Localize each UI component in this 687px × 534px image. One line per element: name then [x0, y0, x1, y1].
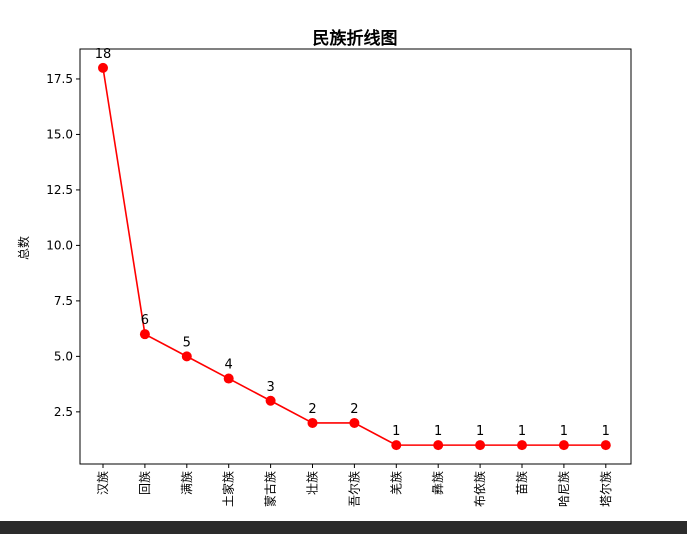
chart-title: 民族折线图: [313, 28, 398, 49]
data-label: 2: [350, 402, 358, 417]
data-point: [265, 395, 276, 406]
x-tick-label: 满族: [180, 471, 194, 495]
x-tick-label: 苗族: [515, 471, 529, 495]
data-point: [475, 440, 486, 451]
taskbar-strip: [0, 521, 687, 534]
data-label: 5: [183, 335, 191, 350]
y-tick-label: 12.5: [46, 183, 73, 197]
data-point: [433, 440, 444, 451]
data-point: [223, 373, 234, 384]
data-label: 1: [434, 424, 442, 439]
data-label: 1: [476, 424, 484, 439]
data-point: [600, 440, 611, 451]
data-point: [181, 351, 192, 362]
x-tick-label: 蒙古族: [263, 471, 278, 507]
x-tick-label: 塔尔族: [598, 471, 613, 507]
data-label: 1: [518, 424, 526, 439]
data-point: [558, 440, 569, 451]
x-tick-label: 土家族: [221, 471, 236, 507]
data-markers: [98, 62, 611, 451]
data-label: 1: [602, 424, 610, 439]
y-tick-label: 7.5: [54, 294, 73, 308]
data-label: 4: [225, 358, 233, 373]
data-point: [349, 417, 360, 428]
data-point: [139, 329, 150, 340]
data-point: [517, 440, 527, 451]
x-tick-label: 壮族: [306, 471, 320, 495]
data-label: 18: [95, 47, 112, 62]
x-tick-label: 回族: [138, 471, 152, 495]
x-tick-label: 汉族: [96, 471, 110, 495]
data-point: [391, 440, 402, 451]
y-axis-label: 总数: [16, 236, 31, 260]
x-tick-label: 哈尼族: [557, 471, 571, 507]
series-line: [102, 67, 606, 446]
data-label: 1: [392, 424, 400, 439]
y-tick-label: 10.0: [46, 238, 73, 252]
y-tick-label: 15.0: [46, 127, 73, 141]
x-tick-label: 彝族: [430, 471, 445, 495]
y-axis: 2.5 5.0 7.5 10.0 12.5 15.0 17.5: [46, 72, 80, 419]
data-label: 3: [266, 380, 274, 395]
data-point: [98, 62, 108, 73]
data-point: [307, 417, 318, 428]
data-label: 6: [141, 313, 149, 328]
data-labels: 18 6 5 4 3 2 2 1 1 1 1 1 1: [95, 47, 610, 439]
plot-area: [79, 48, 632, 465]
y-tick-label: 5.0: [54, 349, 73, 363]
y-tick-label: 2.5: [54, 405, 73, 419]
x-tick-label: 吾尔族: [346, 471, 361, 507]
x-axis: 汉族 回族 满族 土家族 蒙古族 壮族 吾尔族 羌族 彝族 布依族 苗族 哈尼族 塔尔族: [96, 464, 613, 507]
data-label: 1: [560, 424, 568, 439]
data-label: 2: [308, 402, 316, 417]
y-tick-label: 17.5: [46, 72, 73, 86]
x-tick-label: 羌族: [389, 471, 403, 495]
x-tick-label: 布依族: [472, 471, 487, 507]
